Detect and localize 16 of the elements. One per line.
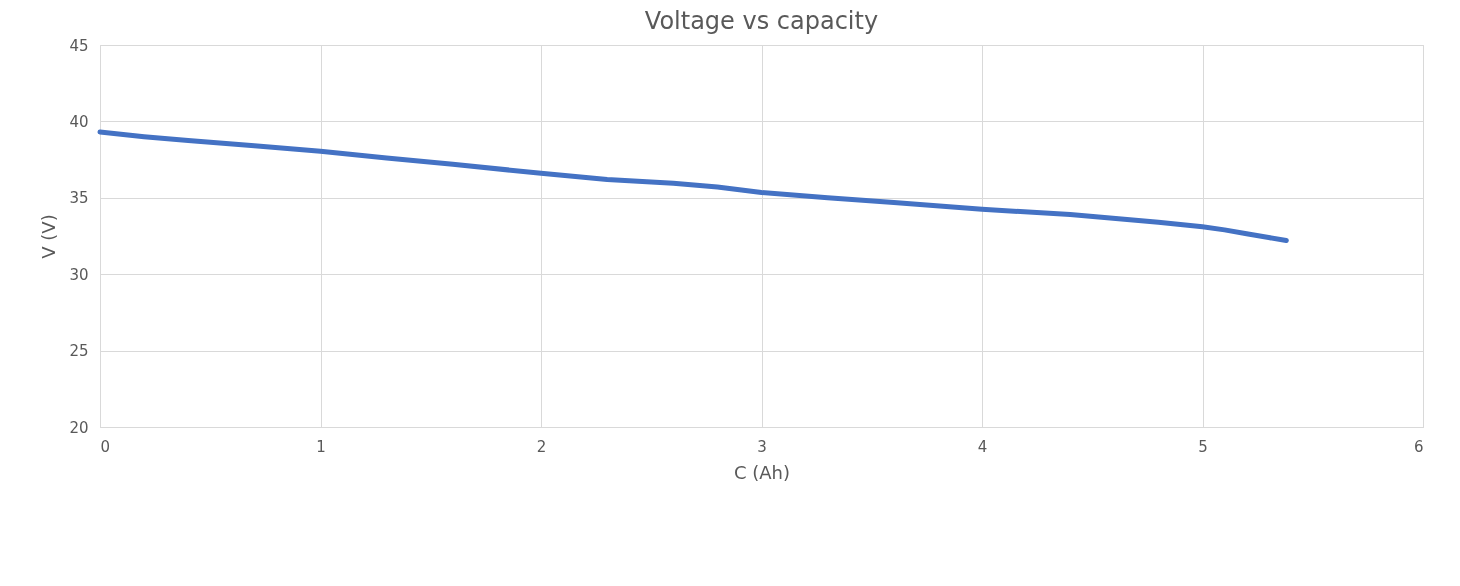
x-tick-label: 0 (100, 437, 111, 456)
x-tick-label: 1 (316, 437, 326, 456)
x-tick-label: 6 (1413, 437, 1424, 456)
x-tick-label: 4 (977, 437, 988, 456)
x-tick-label: 2 (536, 437, 547, 456)
x-tick-label: 5 (1198, 437, 1208, 456)
y-tick-label: 35 (69, 189, 89, 208)
y-axis-title: V (V) (38, 214, 60, 259)
chart-title: Voltage vs capacity (644, 7, 879, 35)
y-tick-label: 20 (69, 418, 89, 437)
x-tick-label: 3 (757, 437, 767, 456)
y-tick-label: 30 (69, 265, 89, 284)
y-tick-label: 45 (69, 36, 89, 55)
y-tick-label: 40 (69, 112, 89, 131)
y-tick-label: 25 (69, 342, 89, 361)
x-axis-title: C (Ah) (733, 461, 791, 483)
